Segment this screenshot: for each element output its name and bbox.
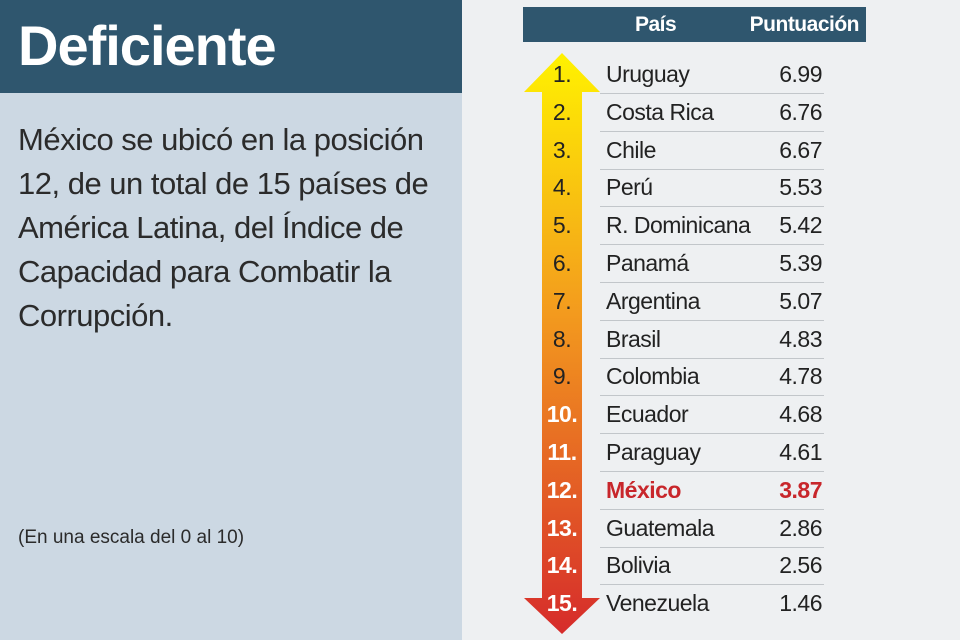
rank-label: 11. — [547, 439, 577, 465]
country-label: Perú — [606, 174, 653, 201]
row-divider — [600, 433, 824, 435]
row-divider — [600, 244, 824, 246]
rank-label: 2. — [552, 98, 572, 125]
rank-label: 8. — [552, 325, 572, 352]
country-label: Costa Rica — [606, 98, 714, 125]
rank-label: 7. — [552, 287, 572, 314]
description-text: México se ubicó en la posición 12, de un… — [18, 122, 429, 333]
score-value: 4.68 — [779, 401, 822, 428]
country-label: Uruguay — [606, 61, 690, 87]
country-label: Paraguay — [606, 439, 701, 465]
score-value: 6.76 — [779, 98, 822, 125]
row-divider — [600, 357, 824, 359]
score-value: 5.39 — [779, 250, 822, 276]
table-header: País Puntuación — [523, 7, 866, 42]
score-value: 3.87 — [779, 476, 822, 503]
country-label: México — [606, 476, 681, 503]
score-value: 1.46 — [779, 590, 822, 617]
score-value: 5.53 — [779, 174, 822, 201]
rank-label: 6. — [552, 250, 572, 276]
country-label: Bolivia — [606, 552, 671, 579]
rank-label: 10. — [546, 401, 578, 428]
country-label: Argentina — [606, 287, 700, 314]
rank-label: 5. — [552, 212, 572, 239]
row-divider — [600, 584, 824, 586]
score-value: 6.99 — [779, 61, 822, 87]
country-label: Chile — [606, 136, 656, 163]
rank-label: 9. — [552, 363, 572, 390]
arrow-shape — [524, 53, 600, 634]
row-divider — [600, 508, 824, 510]
rank-label: 4. — [552, 174, 572, 201]
score-value: 5.07 — [779, 287, 822, 314]
score-value: 4.78 — [779, 363, 822, 390]
country-label: Guatemala — [606, 514, 715, 541]
row-divider — [600, 471, 824, 472]
rank-label: 3. — [552, 136, 572, 163]
score-value: 2.56 — [779, 552, 822, 579]
country-label: R. Dominicana — [606, 212, 751, 239]
score-value: 2.86 — [779, 514, 822, 541]
country-label: Ecuador — [606, 401, 689, 428]
row-divider — [600, 130, 824, 132]
row-divider — [600, 395, 824, 397]
title-bar: Deficiente — [0, 0, 462, 93]
page-title: Deficiente — [18, 14, 277, 77]
score-value: 5.42 — [779, 212, 822, 239]
row-divider — [600, 546, 824, 548]
country-label: Panamá — [606, 250, 689, 276]
score-value: 4.61 — [779, 439, 822, 465]
rank-label: 15. — [546, 590, 578, 617]
score-value: 4.83 — [779, 325, 822, 352]
scale-note: (En una escala del 0 al 10) — [18, 527, 245, 548]
country-label: Venezuela — [606, 590, 709, 617]
column-header-score: Puntuación — [749, 13, 860, 36]
country-label: Colombia — [606, 363, 700, 390]
column-header-country: País — [635, 13, 677, 36]
row-divider — [600, 319, 824, 321]
rank-label: 1. — [552, 61, 572, 87]
rank-label: 14. — [546, 552, 578, 579]
row-divider — [600, 168, 824, 170]
rank-label: 12. — [546, 476, 578, 503]
row-divider — [600, 282, 824, 283]
score-value: 6.67 — [779, 136, 822, 163]
country-label: Brasil — [606, 325, 661, 352]
left-panel: Deficiente México se ubicó en la posició… — [0, 0, 462, 640]
row-divider — [600, 206, 824, 208]
row-divider — [600, 93, 824, 94]
rank-label: 13. — [546, 514, 578, 541]
